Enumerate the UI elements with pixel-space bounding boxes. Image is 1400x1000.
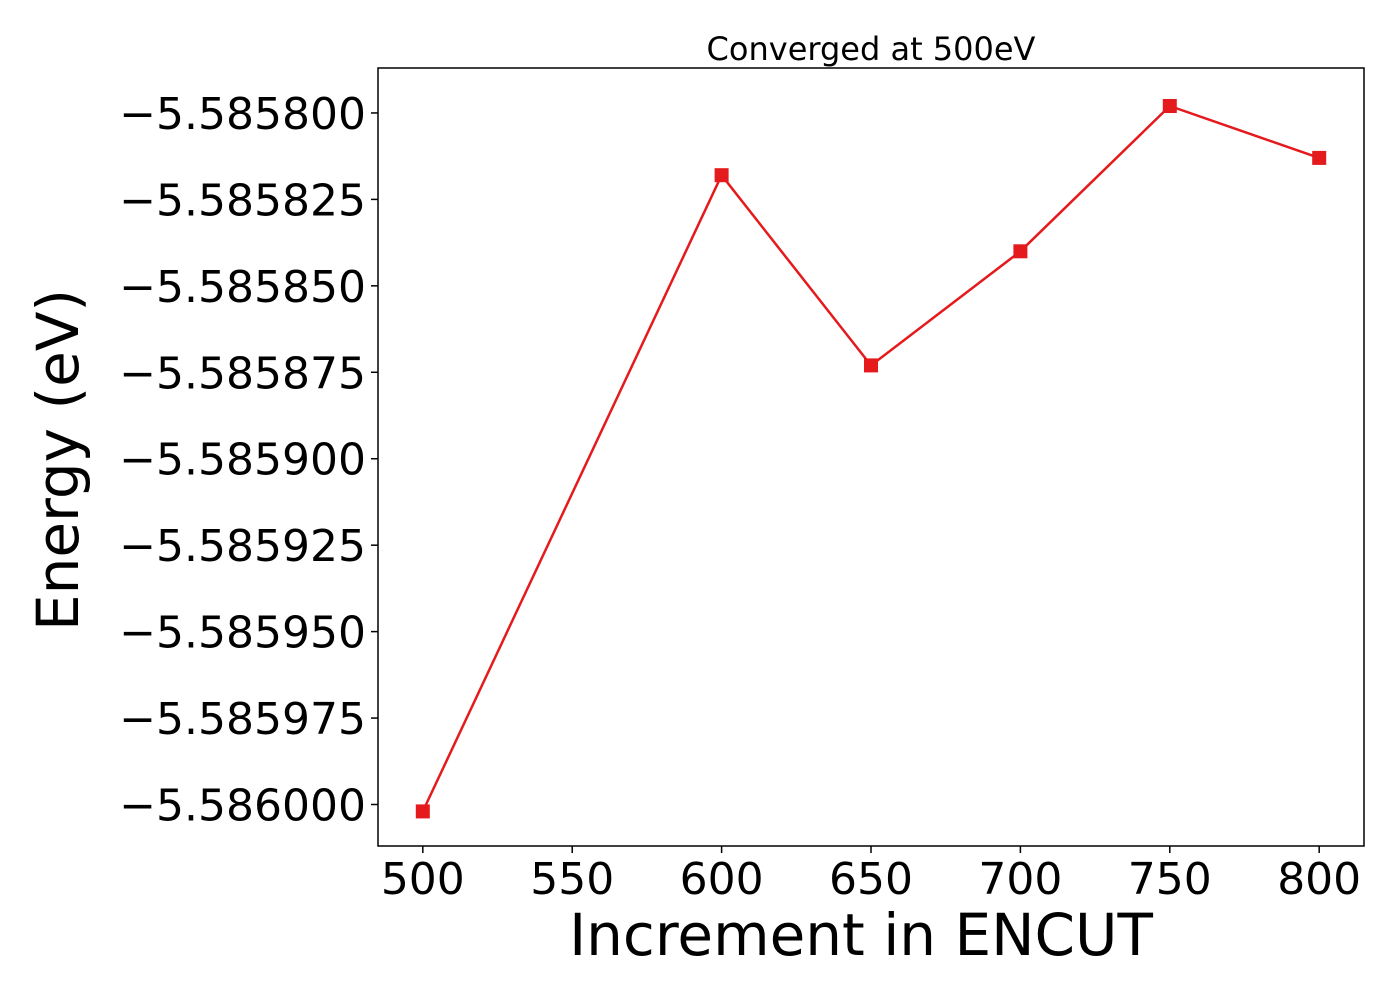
- x-tick-label: 500: [381, 854, 465, 905]
- y-tick-label: −5.585925: [119, 521, 366, 572]
- x-tick-label: 800: [1277, 854, 1361, 905]
- x-tick-label: 550: [530, 854, 614, 905]
- y-tick-label: −5.585875: [119, 348, 366, 399]
- y-tick-label: −5.586000: [119, 781, 366, 832]
- data-point-marker: [1162, 99, 1177, 113]
- x-axis: 500 550 600 650 700 750 800: [381, 846, 1361, 905]
- y-tick-label: −5.585950: [119, 608, 366, 659]
- data-point-marker: [864, 358, 878, 373]
- data-point-marker: [714, 168, 729, 183]
- data-point-marker: [415, 804, 430, 819]
- y-axis: −5.585800 −5.585825 −5.585850 −5.585875 −5.5…: [119, 89, 378, 832]
- chart-title: Converged at 500eV: [707, 30, 1036, 68]
- series-line: [421, 104, 1320, 812]
- y-tick-label: −5.585900: [119, 435, 366, 486]
- y-tick-label: −5.585850: [119, 262, 366, 313]
- plot-area: [415, 99, 1327, 819]
- x-tick-label: 650: [829, 854, 913, 905]
- data-point-marker: [1312, 150, 1327, 165]
- y-tick-label: −5.585975: [119, 694, 366, 745]
- y-tick-label: −5.585825: [119, 175, 366, 226]
- x-tick-label: 750: [1128, 854, 1212, 905]
- y-axis-title: Energy (eV): [24, 289, 92, 631]
- data-point-marker: [1013, 244, 1028, 259]
- x-axis-title: Increment in ENCUT: [569, 901, 1153, 969]
- y-tick-label: −5.585800: [119, 89, 366, 140]
- x-tick-label: 600: [680, 854, 764, 905]
- x-tick-label: 700: [978, 854, 1062, 905]
